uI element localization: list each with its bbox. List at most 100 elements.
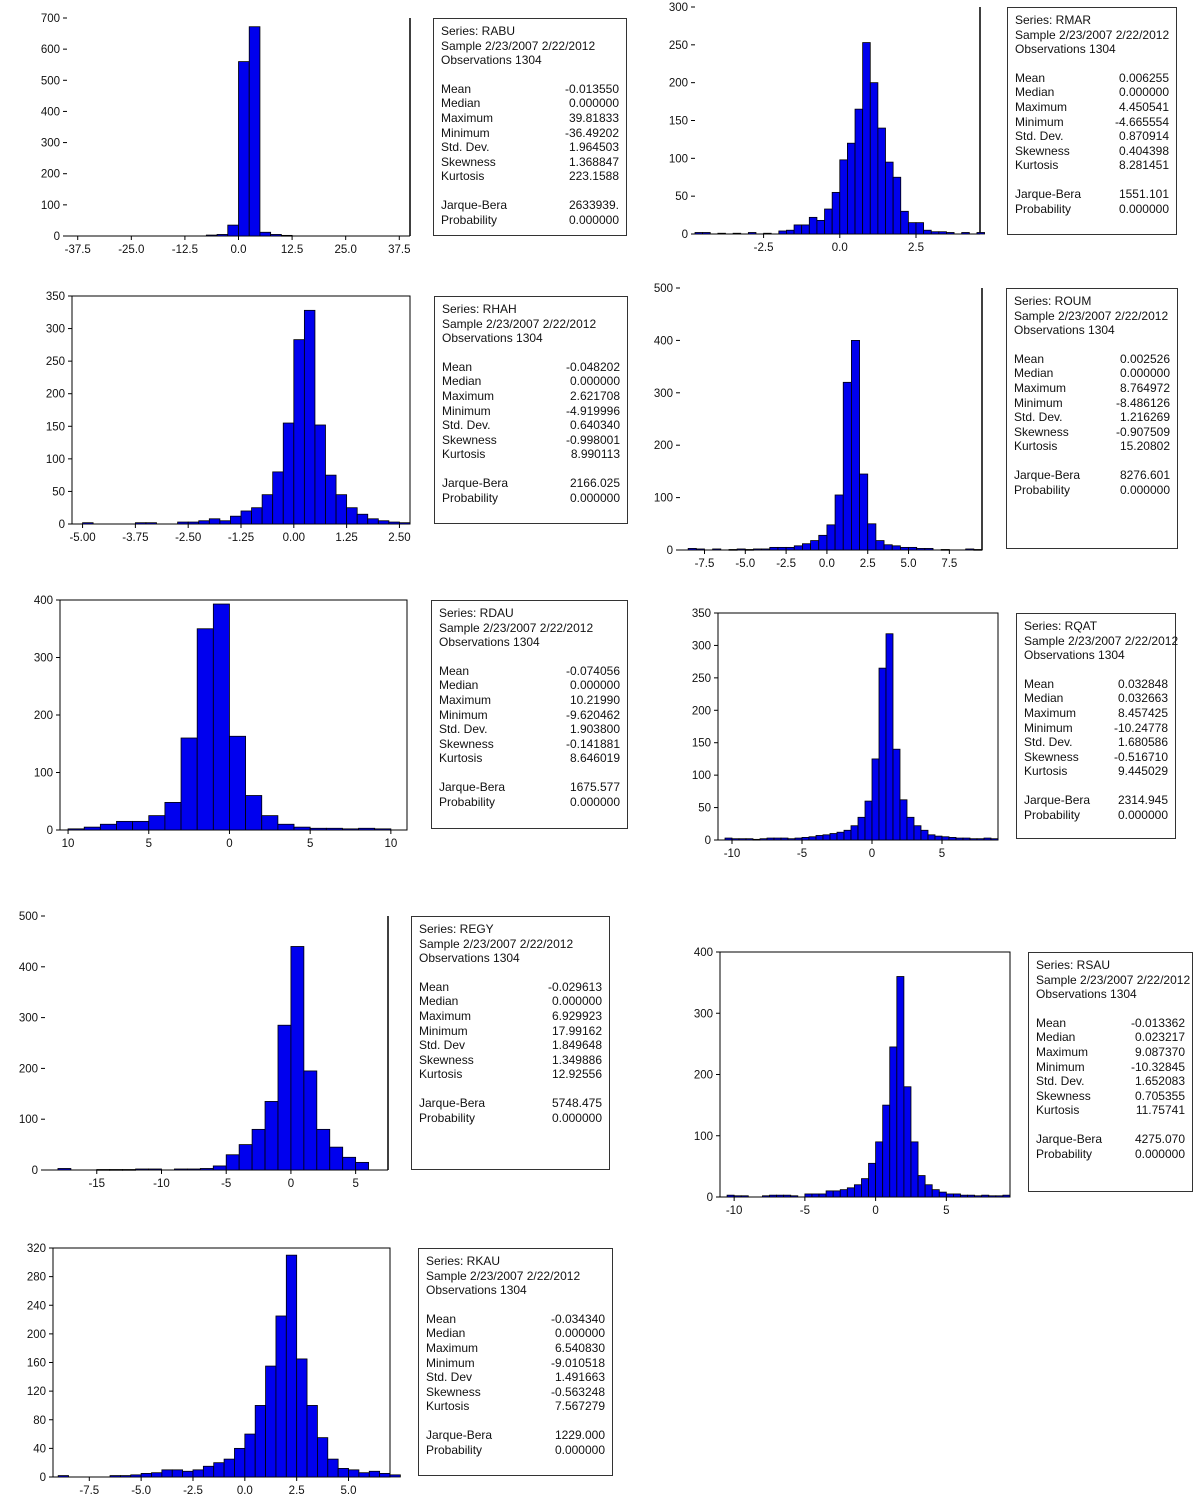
x-tick-label: -3.75 xyxy=(122,532,148,544)
histogram-bar xyxy=(208,518,221,525)
histogram-bar xyxy=(212,603,230,831)
stats-label: Mean xyxy=(1015,70,1046,85)
stats-label: Median xyxy=(426,1326,466,1341)
stats-row: Maximum 8.764972 xyxy=(1014,381,1170,396)
x-tick-label: -12.5 xyxy=(172,244,198,256)
stats-label: Median xyxy=(439,678,479,693)
histogram-bar xyxy=(174,1168,188,1171)
histogram-bar xyxy=(285,1254,298,1478)
stats-label: Skewness xyxy=(1015,143,1070,158)
histogram-bar xyxy=(367,518,379,525)
histogram-bar xyxy=(296,1358,308,1478)
stats-row: Kurtosis 12.92556 xyxy=(419,1067,602,1082)
stats-label: Mean xyxy=(419,979,450,994)
stats-value: -0.074056 xyxy=(565,663,620,678)
histogram-bar xyxy=(132,820,150,831)
stats-value: 2314.945 xyxy=(1117,792,1168,807)
stats-header-line: Observations 1304 xyxy=(1024,648,1125,663)
histogram-bar xyxy=(906,816,915,841)
stats-row: Maximum 10.21990 xyxy=(439,693,620,708)
stats-label: Probability xyxy=(426,1442,483,1457)
histogram-rabu: 0 100 200 300 400 500 600 700 -37.5 -25.0 -12.5 0.0… xyxy=(41,13,411,256)
histogram-bar xyxy=(180,737,198,831)
y-tick-label: 80 xyxy=(33,1415,46,1427)
histogram-bar xyxy=(981,1194,990,1198)
histogram-bar xyxy=(259,231,272,237)
stats-label: Median xyxy=(1014,366,1054,381)
histogram-bar xyxy=(317,1437,329,1478)
stats-row: Median 0.023217 xyxy=(1036,1030,1185,1045)
histogram-bar xyxy=(960,1194,968,1198)
histogram-bar xyxy=(808,216,818,235)
stats-label: Mean xyxy=(426,1311,457,1326)
stats-row: Kurtosis 7.567279 xyxy=(426,1399,605,1414)
stats-label: Minimum xyxy=(419,1023,468,1038)
histogram-bar xyxy=(342,828,359,831)
histogram-bar xyxy=(871,758,880,841)
stats-value: 0.002526 xyxy=(1119,351,1170,366)
y-tick-label: 200 xyxy=(19,1063,38,1075)
stats-value: 7.567279 xyxy=(554,1399,605,1414)
histogram-bar xyxy=(831,191,841,235)
y-tick-label: 300 xyxy=(654,388,673,400)
x-tick-label: 5.0 xyxy=(341,1485,357,1497)
histogram-bar xyxy=(778,230,787,235)
histogram-bar xyxy=(251,1128,266,1171)
stats-spacer xyxy=(1015,57,1169,71)
stats-label: Skewness xyxy=(426,1384,481,1399)
stats-label: Probability xyxy=(441,212,498,227)
histogram-bar xyxy=(829,833,838,841)
stats-label: Jarque-Bera xyxy=(442,475,509,490)
histogram-bar xyxy=(337,1468,349,1478)
stats-label: Jarque-Bera xyxy=(439,779,506,794)
histogram-bar xyxy=(889,1046,898,1198)
x-tick-label: -37.5 xyxy=(65,244,91,256)
stats-row: Mean -0.074056 xyxy=(439,664,620,679)
stats-row: Skewness -0.516710 xyxy=(1024,750,1168,765)
stats-label: Probability xyxy=(1015,201,1072,216)
stats-box-rmar: Series: RMAR Sample 2/23/2007 2/22/2012 Ob… xyxy=(1007,7,1177,235)
stats-value: 2633939. xyxy=(568,197,619,212)
histogram-bar xyxy=(342,1156,357,1171)
histogram-bar xyxy=(171,1469,184,1478)
histogram-bar xyxy=(272,471,284,525)
histogram-bar xyxy=(842,381,852,551)
histogram-bar xyxy=(306,1405,318,1478)
histogram-bar xyxy=(244,1433,256,1478)
stats-spacer xyxy=(1014,454,1170,468)
stats-value: 0.032663 xyxy=(1117,691,1168,706)
stats-row: Jarque-Bera 2166.025 xyxy=(442,476,620,491)
histogram-bar xyxy=(815,835,824,841)
histogram-bar xyxy=(769,546,779,551)
y-tick-label: 500 xyxy=(19,911,38,923)
histogram-bar xyxy=(794,837,803,841)
stats-row: Kurtosis 15.20802 xyxy=(1014,439,1170,454)
histogram-bar xyxy=(988,1195,997,1198)
stats-row: Mean -0.029613 xyxy=(419,980,602,995)
y-tick-label: 0 xyxy=(32,1165,38,1177)
histogram-bar xyxy=(346,507,358,525)
histogram-bar xyxy=(230,515,242,525)
x-tick-label: -5.00 xyxy=(69,532,95,544)
stats-header-line: Sample 2/23/2007 2/22/2012 xyxy=(441,38,596,53)
histogram-bar xyxy=(976,232,985,235)
histogram-bar xyxy=(900,210,909,235)
y-tick-label: 50 xyxy=(52,486,65,498)
y-tick-label: 200 xyxy=(27,1329,46,1341)
histogram-bar xyxy=(109,1169,124,1171)
stats-row: Mean 0.032848 xyxy=(1024,677,1168,692)
histogram-rkau: 0 40 80 120 160 200 240 280 320 -7.5 -5.0 -2.5 0.0 2.… xyxy=(27,1243,401,1497)
histogram-bar xyxy=(825,1190,834,1198)
stats-value: -0.013362 xyxy=(1130,1015,1185,1030)
histogram-bar xyxy=(164,801,182,831)
y-tick-label: 100 xyxy=(19,1114,38,1126)
histogram-bar xyxy=(687,548,697,551)
stats-box-rdau: Series: RDAU Sample 2/23/2007 2/22/2012 Ob… xyxy=(431,600,628,829)
x-tick-label: -5.0 xyxy=(131,1485,151,1497)
x-tick-label: 2.50 xyxy=(388,532,410,544)
y-tick-label: 300 xyxy=(41,138,60,150)
x-tick-label: 0 xyxy=(869,848,875,860)
x-tick-label: -2.50 xyxy=(175,532,201,544)
histogram-bar xyxy=(379,1473,391,1478)
stats-label: Probability xyxy=(1014,482,1071,497)
